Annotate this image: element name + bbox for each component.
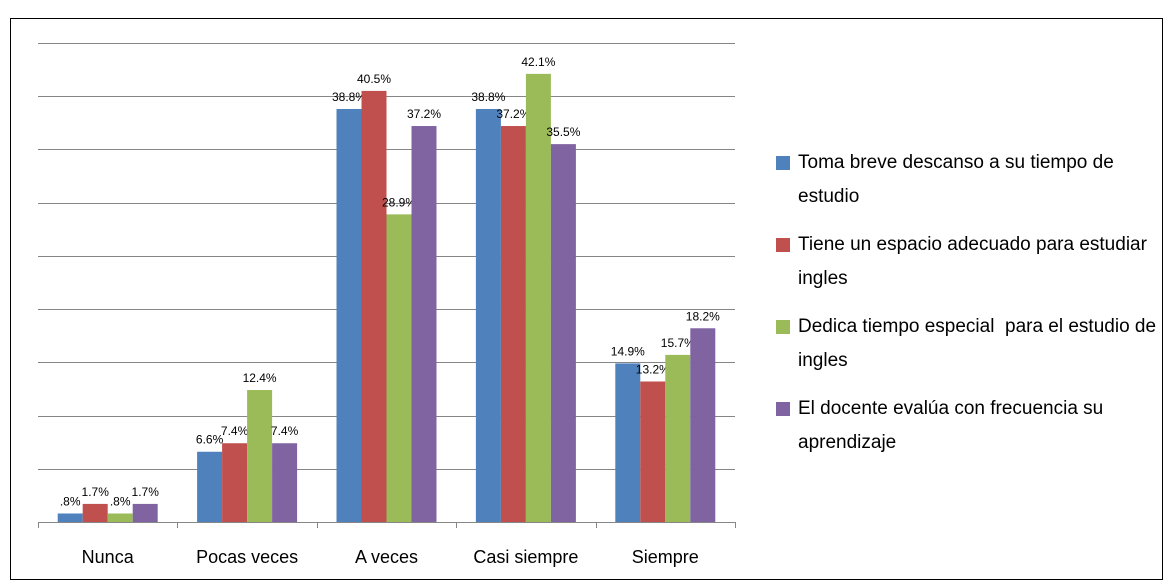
legend-item: Tiene un espacio adecuado para estudiar …	[776, 228, 1161, 296]
bar	[107, 513, 133, 522]
value-label: 38.8%	[471, 90, 505, 104]
bar	[336, 108, 362, 523]
value-label: 18.2%	[686, 309, 720, 323]
bar	[411, 126, 437, 522]
bar	[82, 503, 108, 522]
bar	[640, 381, 666, 522]
legend-swatch	[776, 156, 790, 170]
value-label: 1.7%	[82, 485, 110, 499]
bar	[665, 354, 691, 522]
bar	[500, 126, 526, 522]
x-tick-label: Casi siempre	[473, 547, 578, 567]
bar	[525, 73, 551, 522]
x-tick-label: Nunca	[82, 547, 135, 567]
bar	[247, 390, 273, 522]
value-label: 7.4%	[221, 424, 249, 438]
value-label: 1.7%	[132, 485, 160, 499]
bar	[615, 363, 641, 522]
bar	[690, 328, 716, 522]
value-label: 6.6%	[196, 433, 224, 447]
value-label: 28.9%	[382, 195, 416, 209]
value-label: 38.8%	[332, 90, 366, 104]
legend-label: Dedica tiempo especial para el estudio d…	[798, 316, 1162, 371]
value-label: 42.1%	[521, 55, 555, 69]
legend-swatch	[776, 238, 790, 252]
value-label: 7.4%	[271, 424, 299, 438]
x-tick-label: Siempre	[632, 547, 699, 567]
legend-item: Dedica tiempo especial para el estudio d…	[776, 310, 1161, 378]
bar	[222, 443, 248, 522]
value-label: 13.2%	[636, 362, 670, 376]
value-label: 14.9%	[611, 344, 645, 358]
legend-label: El docente evalúa con frecuencia su apre…	[798, 398, 1109, 453]
legend-label: Toma breve descanso a su tiempo de estud…	[798, 152, 1120, 207]
legend-item: El docente evalúa con frecuencia su apre…	[776, 392, 1161, 460]
bar	[475, 108, 501, 523]
x-tick-label: Pocas veces	[196, 547, 298, 567]
value-label: 15.7%	[661, 336, 695, 350]
bar	[386, 214, 412, 522]
value-label: 37.2%	[407, 107, 441, 121]
value-label: .8%	[110, 494, 131, 508]
legend-item: Toma breve descanso a su tiempo de estud…	[776, 146, 1161, 214]
bar	[197, 451, 223, 522]
value-label: .8%	[60, 494, 81, 508]
bar	[361, 90, 387, 523]
bar	[132, 503, 158, 522]
legend-label: Tiene un espacio adecuado para estudiar …	[798, 234, 1153, 289]
value-label: 12.4%	[243, 371, 277, 385]
value-label: 37.2%	[496, 107, 530, 121]
value-label: 35.5%	[546, 125, 580, 139]
legend-swatch	[776, 402, 790, 416]
x-tick-label: A veces	[355, 547, 418, 567]
value-label: 40.5%	[357, 72, 391, 86]
bar	[272, 443, 298, 522]
bar	[57, 513, 83, 522]
bar	[550, 144, 576, 522]
legend: Toma breve descanso a su tiempo de estud…	[776, 146, 1161, 474]
legend-swatch	[776, 320, 790, 334]
